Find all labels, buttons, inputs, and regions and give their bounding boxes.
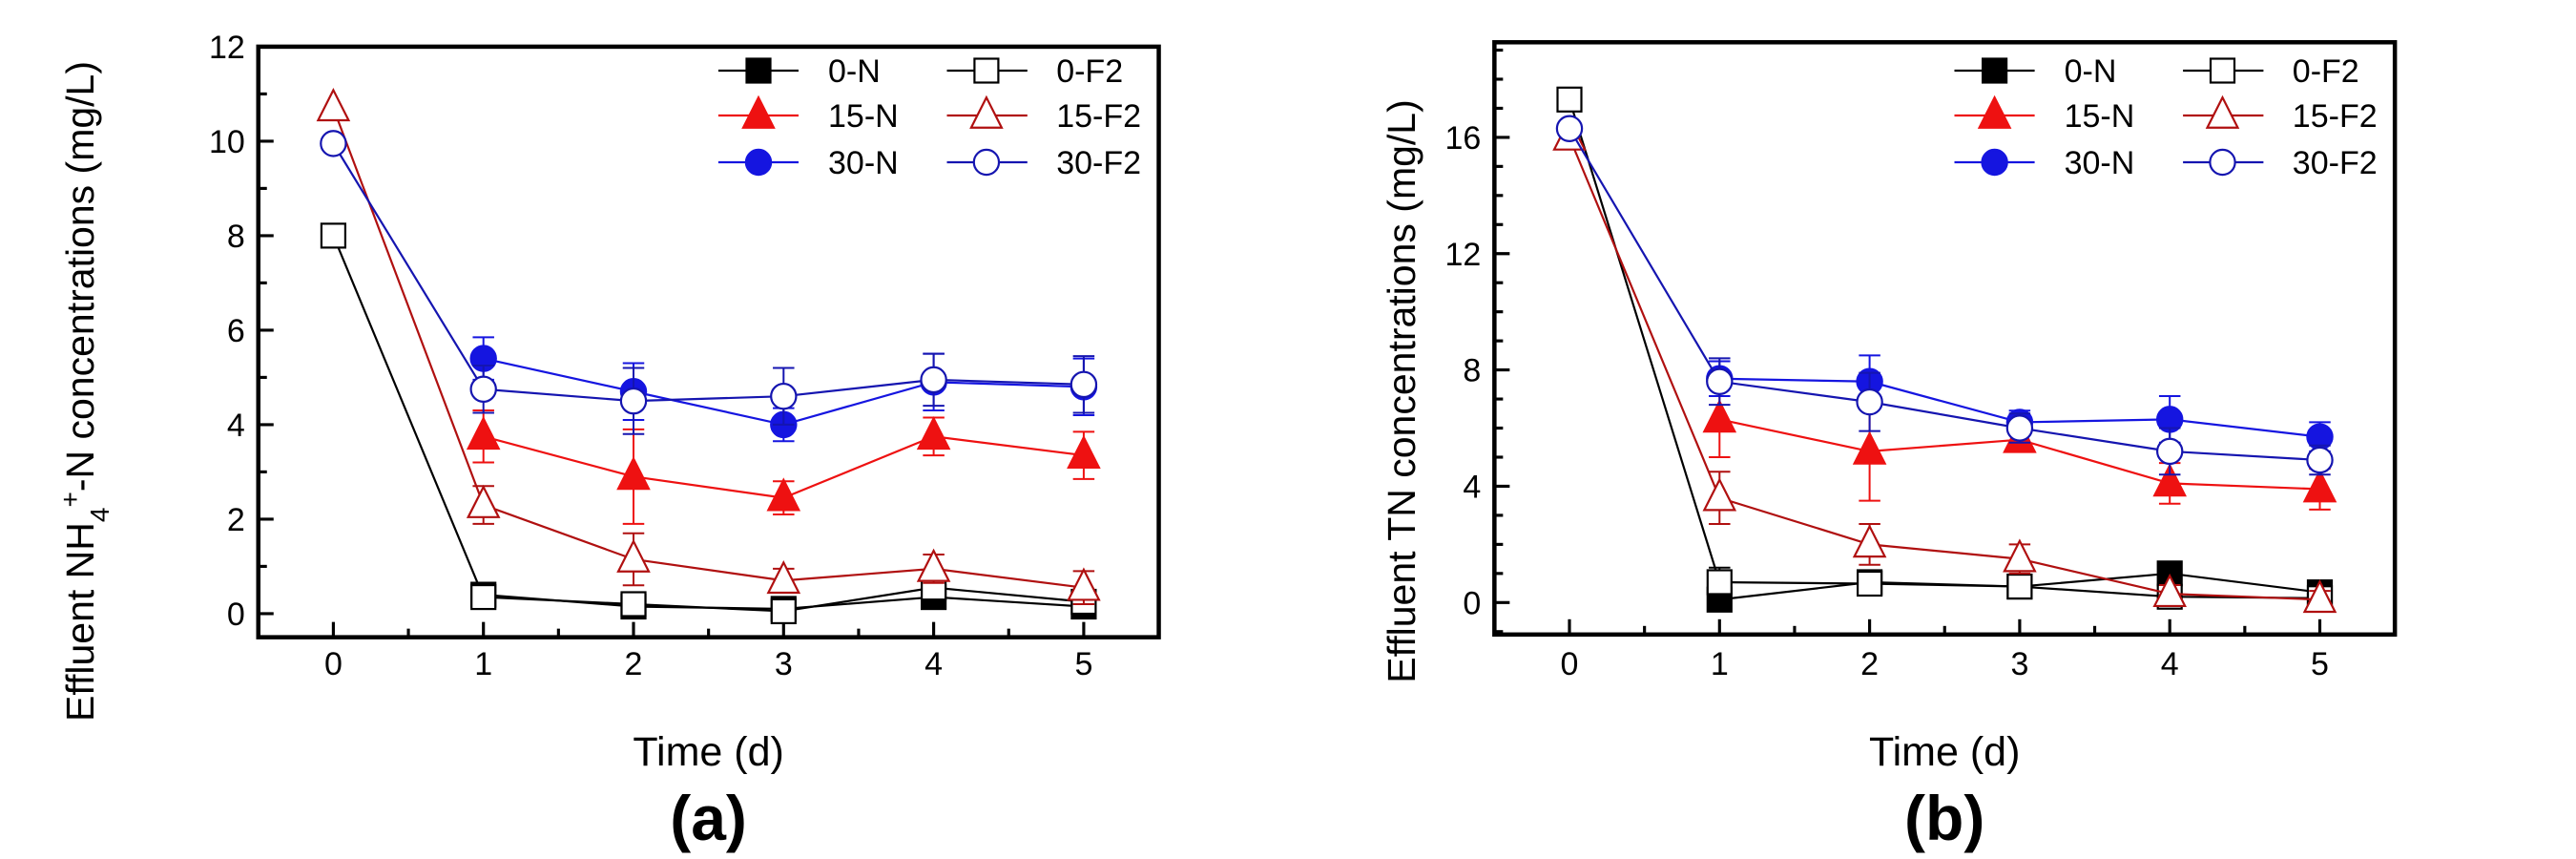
svg-text:2: 2 [625, 646, 643, 682]
svg-text:4: 4 [1463, 469, 1481, 505]
svg-text:6: 6 [227, 313, 245, 349]
svg-text:4: 4 [227, 408, 245, 444]
svg-text:5: 5 [1074, 646, 1092, 682]
svg-text:Effluent TN concentrations (mg: Effluent TN concentrations (mg/L) [1380, 99, 1423, 683]
svg-text:0-F2: 0-F2 [2293, 53, 2359, 90]
svg-text:10: 10 [209, 124, 245, 160]
svg-text:16: 16 [1444, 120, 1481, 157]
svg-text:15-N: 15-N [2065, 98, 2135, 135]
svg-text:Time (d): Time (d) [633, 729, 783, 775]
svg-text:30-F2: 30-F2 [2293, 145, 2378, 181]
svg-text:12: 12 [1444, 237, 1481, 273]
svg-text:4: 4 [2161, 646, 2179, 682]
svg-text:0-F2: 0-F2 [1056, 53, 1123, 90]
svg-text:30-F2: 30-F2 [1056, 145, 1141, 181]
svg-text:2: 2 [1860, 646, 1879, 682]
svg-text:1: 1 [474, 646, 492, 682]
svg-text:30-N: 30-N [828, 145, 899, 181]
svg-text:8: 8 [227, 219, 245, 255]
svg-text:1: 1 [1711, 646, 1729, 682]
svg-text:15-F2: 15-F2 [1056, 98, 1141, 135]
svg-text:0: 0 [324, 646, 343, 682]
svg-text:2: 2 [227, 502, 245, 538]
svg-text:0: 0 [1561, 646, 1579, 682]
svg-text:5: 5 [2311, 646, 2329, 682]
svg-text:12: 12 [209, 30, 245, 66]
svg-text:0-N: 0-N [828, 53, 881, 90]
svg-text:30-N: 30-N [2065, 145, 2135, 181]
svg-text:4: 4 [924, 646, 943, 682]
svg-text:15-F2: 15-F2 [2293, 98, 2378, 135]
svg-text:15-N: 15-N [828, 98, 899, 135]
svg-text:3: 3 [2010, 646, 2028, 682]
svg-text:Time (d): Time (d) [1869, 729, 2020, 775]
svg-text:(b): (b) [1904, 783, 1984, 853]
svg-text:3: 3 [775, 646, 793, 682]
svg-text:0: 0 [1463, 585, 1481, 621]
svg-text:(a): (a) [670, 783, 747, 853]
svg-text:0-N: 0-N [2065, 53, 2117, 90]
svg-text:8: 8 [1463, 353, 1481, 389]
svg-text:0: 0 [227, 597, 245, 633]
